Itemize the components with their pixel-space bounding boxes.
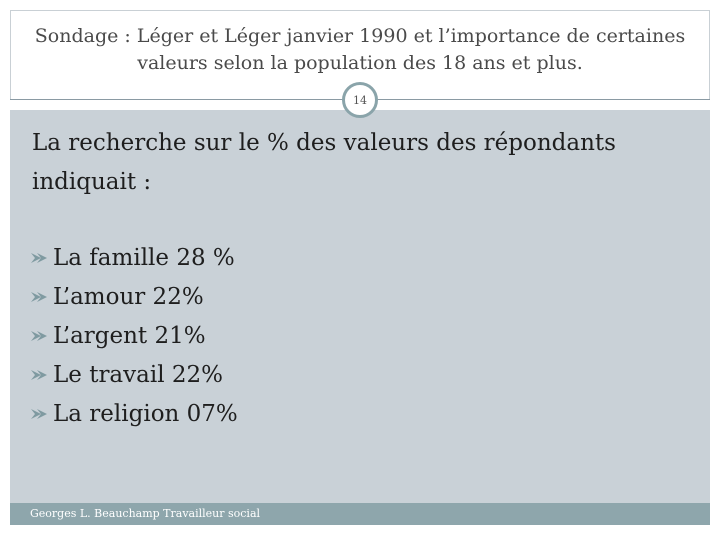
list-item: L’amour 22%: [30, 277, 238, 316]
list-item: La religion 07%: [30, 394, 238, 433]
arrow-bullet-icon: [31, 291, 47, 302]
slide-title: Sondage : Léger et Léger janvier 1990 et…: [11, 11, 709, 77]
footer-credit: Georges L. Beauchamp Travailleur social: [30, 507, 261, 520]
arrow-bullet-icon: [31, 408, 47, 419]
list-item: La famille 28 %: [30, 238, 238, 277]
page-number-badge: 14: [342, 82, 378, 118]
arrow-bullet-icon: [31, 252, 47, 263]
intro-text: La recherche sur le % des valeurs des ré…: [32, 124, 692, 202]
page-number-text: 14: [353, 93, 367, 107]
list-item-label: Le travail 22%: [53, 361, 223, 388]
list-item-label: La religion 07%: [53, 400, 238, 427]
slide-title-line-2: valeurs selon la population des 18 ans e…: [137, 52, 583, 74]
values-list: La famille 28 % L’amour 22% L’argent 21%: [30, 238, 238, 433]
list-item-label: La famille 28 %: [53, 244, 235, 271]
list-item-label: L’amour 22%: [53, 283, 204, 310]
content-area: La recherche sur le % des valeurs des ré…: [10, 110, 710, 503]
list-item: Le travail 22%: [30, 355, 238, 394]
arrow-bullet-icon: [31, 330, 47, 341]
intro-line-2: indiquait :: [32, 169, 152, 195]
list-item: L’argent 21%: [30, 316, 238, 355]
list-item-label: L’argent 21%: [53, 322, 206, 349]
slide-title-line-1: Sondage : Léger et Léger janvier 1990 et…: [34, 25, 686, 47]
slide-header: Sondage : Léger et Léger janvier 1990 et…: [10, 10, 710, 100]
intro-line-1: La recherche sur le % des valeurs des ré…: [32, 130, 616, 156]
slide-footer: Georges L. Beauchamp Travailleur social: [10, 503, 710, 525]
arrow-bullet-icon: [31, 369, 47, 380]
